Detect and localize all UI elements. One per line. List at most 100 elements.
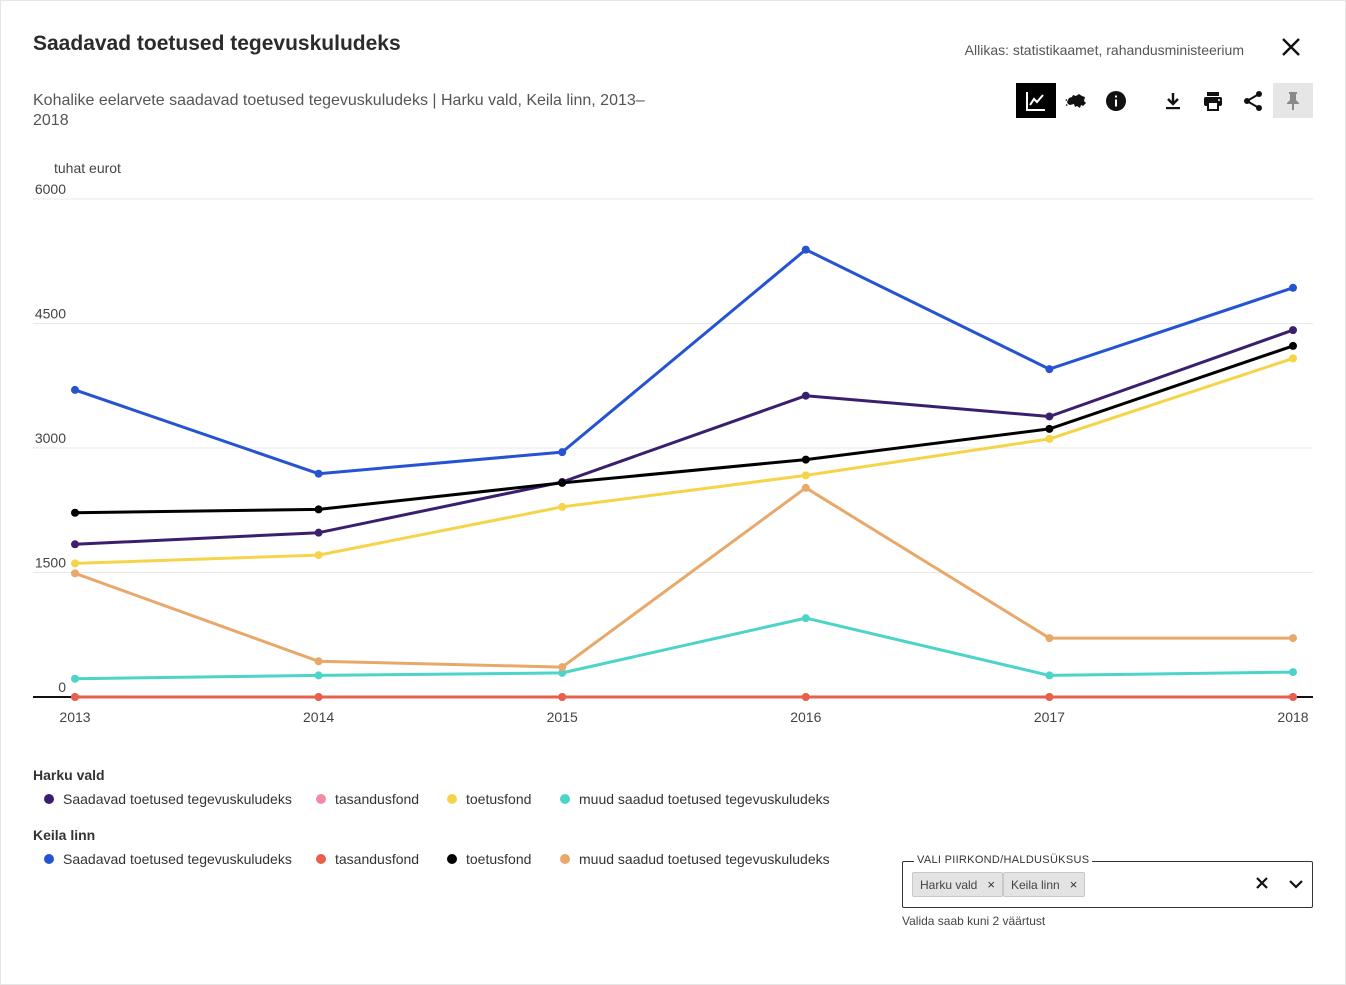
share-button[interactable]	[1233, 83, 1273, 118]
legend-color-dot	[560, 854, 570, 864]
legend-label: tasandusfond	[335, 791, 420, 807]
legend-item[interactable]: Saadavad toetused tegevuskuludeks	[44, 791, 292, 807]
legend-color-dot	[316, 854, 326, 864]
data-point	[314, 505, 323, 514]
map-icon	[1065, 93, 1086, 108]
close-icon	[1282, 38, 1300, 56]
data-point	[801, 391, 810, 400]
y-tick-label: 1500	[35, 555, 66, 571]
y-tick-label: 4500	[35, 306, 66, 322]
series-line	[74, 486, 1293, 669]
data-point	[801, 693, 810, 701]
line-chart-icon	[1026, 91, 1045, 111]
selection-hint: Valida saab kuni 2 väärtust	[902, 914, 1046, 928]
data-point	[801, 471, 810, 480]
chip-remove-icon[interactable]: ×	[987, 877, 995, 892]
legend-label: toetusfond	[466, 791, 532, 807]
data-point	[1289, 326, 1297, 335]
data-point	[1045, 434, 1054, 443]
line-chart-button[interactable]	[1016, 83, 1056, 118]
data-point	[558, 448, 567, 457]
data-point	[71, 540, 79, 549]
line-chart: 0 1500 3000 4500 6000 2013 2014 2015 2016 2017 201…	[33, 181, 1313, 725]
data-point	[1045, 693, 1054, 701]
selected-chip-harku: Harku vald ×	[912, 872, 1003, 897]
series-line	[74, 344, 1294, 515]
legend-label: muud saadud toetused tegevuskuludeks	[579, 791, 830, 807]
legend-item[interactable]: tasandusfond	[316, 791, 419, 807]
data-point	[558, 668, 567, 677]
data-point	[314, 551, 323, 560]
data-point	[71, 385, 79, 394]
download-icon	[1166, 92, 1180, 109]
legend-color-dot	[447, 854, 457, 864]
page-title: Saadavad toetused tegevuskuludeks	[33, 32, 401, 55]
x-tick-label: 2016	[790, 709, 821, 725]
data-point	[314, 671, 323, 680]
legend-item[interactable]: muud saadud toetused tegevuskuludeks	[560, 791, 830, 807]
data-point	[558, 502, 567, 511]
legend-group-title: Keila linn	[33, 827, 96, 843]
legend-color-dot	[44, 854, 54, 864]
legend-item[interactable]: toetusfond	[447, 791, 531, 807]
dropdown-toggle[interactable]	[1287, 875, 1305, 893]
region-select-label: VALI PIIRKOND/HALDUSÜKSUS	[914, 854, 1093, 866]
data-point	[1289, 354, 1297, 363]
y-tick-label: 6000	[35, 181, 66, 197]
data-point	[1045, 671, 1054, 680]
data-point	[801, 483, 810, 492]
close-button[interactable]	[1279, 35, 1303, 59]
x-tick-label: 2013	[59, 709, 90, 725]
clear-icon	[1256, 877, 1268, 889]
download-button[interactable]	[1153, 83, 1193, 118]
legend-color-dot	[316, 794, 326, 804]
chip-label: Harku vald	[920, 877, 978, 892]
map-button[interactable]	[1056, 83, 1096, 118]
data-point	[314, 528, 323, 537]
data-point	[1045, 365, 1054, 374]
region-select[interactable]	[902, 861, 1313, 908]
data-point	[1289, 668, 1297, 677]
data-point	[71, 559, 79, 568]
legend-color-dot	[560, 794, 570, 804]
series-line	[74, 328, 1294, 546]
chip-label: Keila linn	[1011, 877, 1060, 892]
series-line	[74, 356, 1294, 565]
data-point	[71, 693, 79, 701]
data-point	[1045, 634, 1054, 643]
legend-item[interactable]: Saadavad toetused tegevuskuludeks	[44, 851, 292, 867]
legend-color-dot	[44, 794, 54, 804]
data-point	[801, 455, 810, 464]
series-line	[74, 248, 1294, 476]
legend-label: Saadavad toetused tegevuskuludeks	[63, 791, 292, 807]
legend-item[interactable]: tasandusfond	[316, 851, 419, 867]
chevron-down-icon	[1289, 880, 1303, 889]
chart-subtitle: Kohalike eelarvete saadavad toetused teg…	[33, 92, 645, 129]
pin-icon	[1287, 91, 1299, 110]
y-tick-label: 3000	[35, 430, 66, 446]
x-tick-label: 2015	[547, 709, 578, 725]
legend-label: tasandusfond	[335, 851, 420, 867]
legend-label: toetusfond	[466, 851, 532, 867]
pin-button[interactable]	[1273, 83, 1313, 118]
data-point	[1045, 424, 1054, 433]
data-point	[558, 478, 567, 487]
source-text: Allikas: statistikaamet, rahandusministe…	[964, 42, 1244, 58]
data-point	[71, 569, 79, 578]
info-button[interactable]	[1096, 83, 1136, 118]
data-point	[1289, 283, 1297, 292]
share-icon	[1244, 90, 1262, 111]
print-button[interactable]	[1193, 83, 1233, 118]
chip-remove-icon[interactable]: ×	[1069, 877, 1078, 892]
legend-item[interactable]: toetusfond	[447, 851, 531, 867]
data-point	[801, 245, 810, 254]
data-point	[558, 693, 567, 701]
legend-item[interactable]: muud saadud toetused tegevuskuludeks	[560, 851, 830, 867]
legend-label: Saadavad toetused tegevuskuludeks	[63, 851, 292, 867]
x-tick-label: 2017	[1034, 709, 1065, 725]
data-point	[1289, 341, 1297, 350]
clear-selection-button[interactable]	[1254, 875, 1270, 891]
data-point	[314, 469, 323, 478]
data-point	[558, 663, 567, 672]
data-point	[71, 508, 79, 517]
